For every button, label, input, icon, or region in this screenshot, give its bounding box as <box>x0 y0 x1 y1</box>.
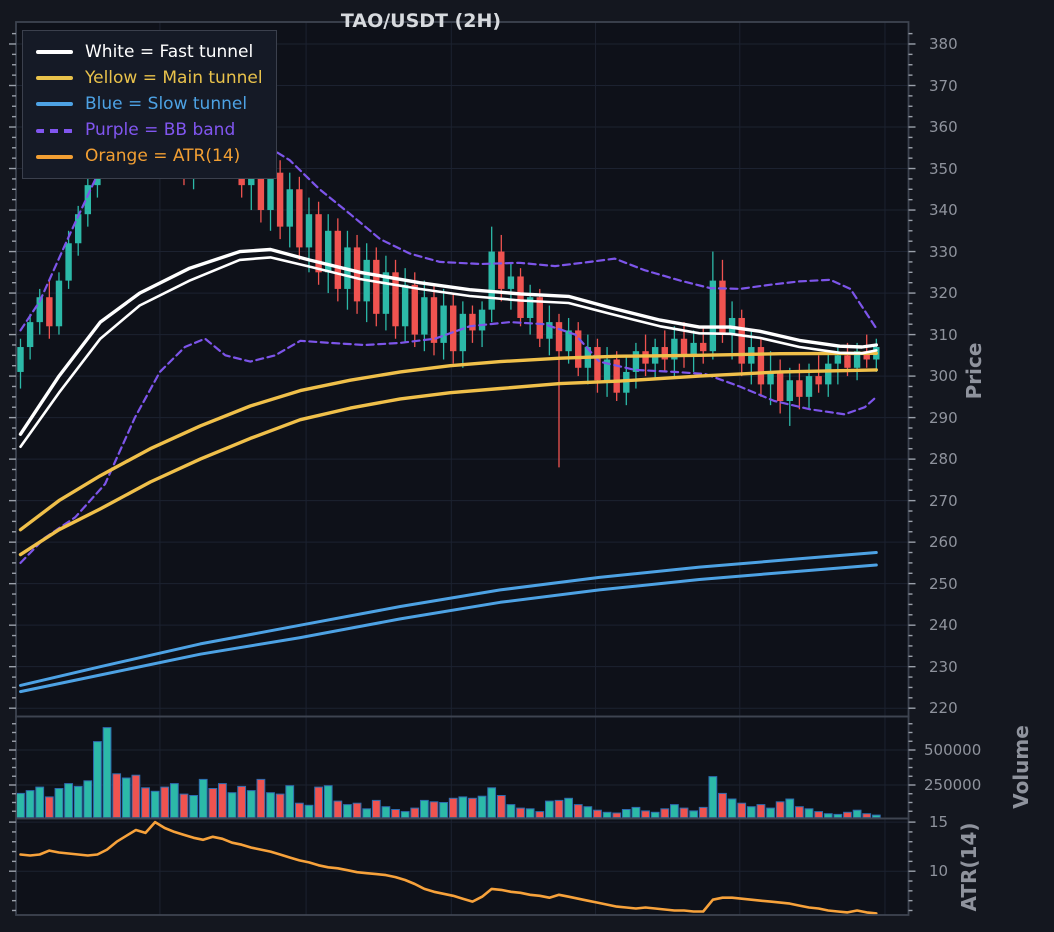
legend-item: Purple = BB band <box>36 118 263 144</box>
legend-swatch-line <box>36 128 73 133</box>
legend-swatch-line <box>36 50 73 55</box>
legend: White = Fast tunnel Yellow = Main tunnel B… <box>22 30 277 179</box>
legend-swatch-line <box>36 76 73 81</box>
legend-item: Orange = ATR(14) <box>36 144 263 170</box>
legend-item-label: White = Fast tunnel <box>85 41 254 62</box>
legend-item: White = Fast tunnel <box>36 39 263 65</box>
legend-swatch-line <box>36 102 73 107</box>
legend-item: Blue = Slow tunnel <box>36 91 263 117</box>
legend-item-label: Blue = Slow tunnel <box>85 93 248 114</box>
legend-swatch-line <box>36 154 73 159</box>
legend-item-label: Orange = ATR(14) <box>85 146 241 167</box>
legend-item-label: Purple = BB band <box>85 120 236 141</box>
legend-item: Yellow = Main tunnel <box>36 65 263 91</box>
legend-item-label: Yellow = Main tunnel <box>85 67 263 88</box>
chart-title: TAO/USDT (2H) <box>340 10 502 32</box>
